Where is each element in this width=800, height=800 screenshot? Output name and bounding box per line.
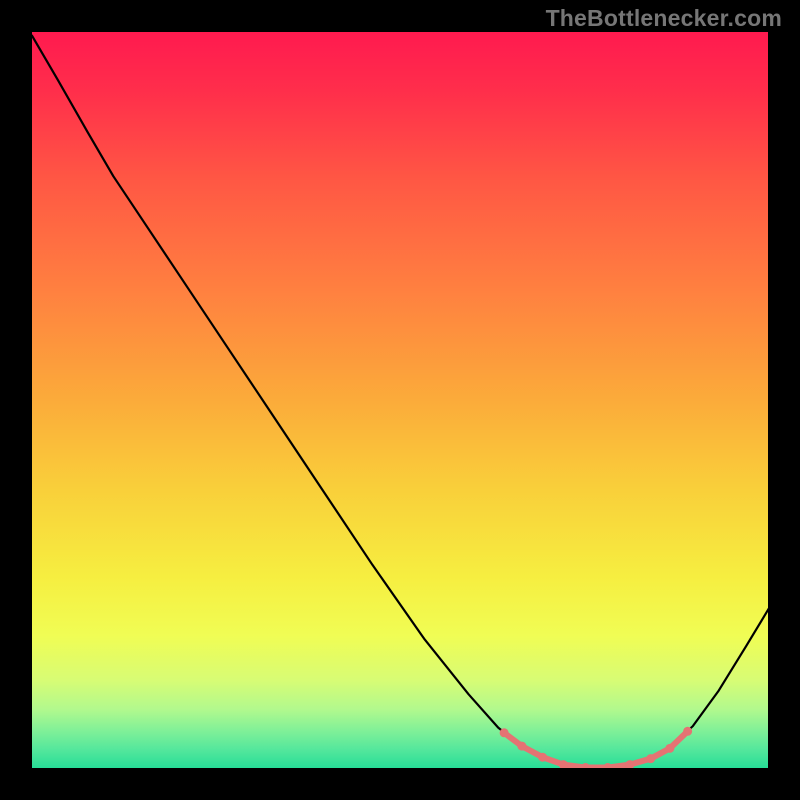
bottleneck-curve-chart bbox=[32, 32, 770, 770]
plot-area bbox=[30, 30, 770, 770]
optimal-range-marker bbox=[683, 727, 692, 736]
optimal-range-overlay bbox=[504, 731, 688, 767]
watermark-text: TheBottlenecker.com bbox=[546, 5, 782, 32]
optimal-range-marker bbox=[538, 753, 547, 762]
optimal-range-marker bbox=[559, 760, 568, 769]
optimal-range-marker bbox=[500, 728, 509, 737]
main-curve bbox=[32, 36, 770, 768]
optimal-range-marker bbox=[517, 742, 526, 751]
stage: TheBottlenecker.com bbox=[0, 0, 800, 800]
optimal-range-marker bbox=[646, 754, 655, 763]
optimal-range-marker bbox=[603, 763, 612, 770]
optimal-range-marker bbox=[581, 763, 590, 770]
optimal-range-marker bbox=[665, 744, 674, 753]
optimal-range-marker bbox=[625, 760, 634, 769]
